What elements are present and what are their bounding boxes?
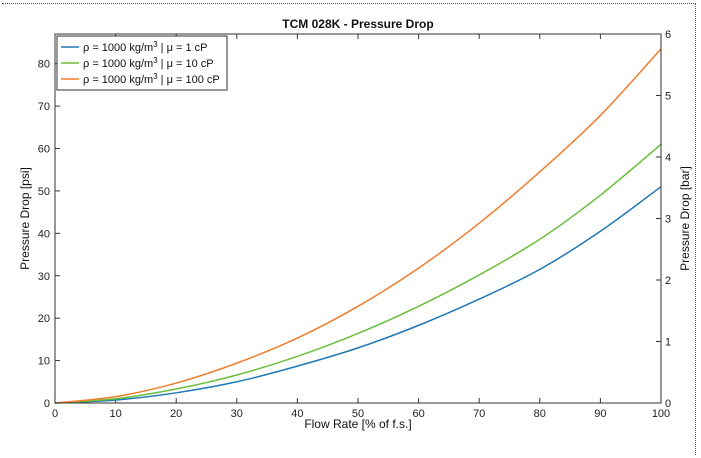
y2-axis-label: Pressure Drop [bar]	[678, 166, 692, 271]
y-tick-label: 80	[38, 59, 50, 71]
x-tick-label: 20	[170, 408, 182, 420]
left-tick-labels: 0 10 20 30 40 50 60 70 80	[38, 59, 50, 410]
series-line-2	[54, 143, 662, 404]
legend-entry-1: ρ = 1000 kg/m3 | μ = 1 cP	[83, 40, 207, 54]
plot-border	[54, 33, 662, 404]
y2-tick-label: 1	[665, 337, 671, 349]
y-tick-label: 20	[38, 313, 50, 325]
series-line-3	[54, 48, 662, 404]
y-tick-label: 70	[38, 101, 50, 113]
x-tick-label: 30	[231, 408, 243, 420]
y2-tick-label: 6	[665, 29, 671, 41]
y2-tick-label: 2	[665, 275, 671, 287]
y-tick-label: 60	[38, 144, 50, 156]
legend-entry-2: ρ = 1000 kg/m3 | μ = 10 cP	[83, 56, 214, 70]
x-tick-label: 50	[352, 408, 364, 420]
x-axis-label: Flow Rate [% of f.s.]	[304, 417, 411, 431]
x-tick-label: 80	[534, 408, 546, 420]
x-tick-label: 0	[52, 408, 58, 420]
chart-frame	[2, 3, 696, 455]
series-lines	[54, 48, 662, 404]
chart-title: TCM 028K - Pressure Drop	[282, 17, 433, 31]
y2-tick-label: 5	[665, 91, 671, 103]
y-tick-label: 0	[44, 398, 50, 410]
x-tick-label: 10	[109, 408, 121, 420]
y-tick-label: 40	[38, 228, 50, 240]
right-tick-labels: 0 1 2 3 4 5 6	[665, 29, 671, 410]
x-tick-labels: 0 10 20 30 40 50 60 70 80 90 100	[52, 408, 670, 420]
y-tick-label: 30	[38, 271, 50, 283]
x-tick-label: 90	[594, 408, 606, 420]
legend-entry-3: ρ = 1000 kg/m3 | μ = 100 cP	[83, 72, 220, 86]
x-tick-label: 100	[652, 408, 670, 420]
x-tick-label: 60	[412, 408, 424, 420]
y2-tick-label: 3	[665, 214, 671, 226]
y-tick-label: 10	[38, 356, 50, 368]
x-tick-label: 40	[291, 408, 303, 420]
y2-tick-label: 4	[665, 152, 671, 164]
y-tick-label: 50	[38, 186, 50, 198]
x-tick-label: 70	[473, 408, 485, 420]
legend: ρ = 1000 kg/m3 | μ = 1 cP ρ = 1000 kg/m3 …	[56, 35, 228, 91]
y-axis-label: Pressure Drop [psi]	[18, 167, 32, 270]
y2-tick-label: 0	[665, 398, 671, 410]
series-line-1	[54, 186, 662, 404]
plot-area	[55, 34, 661, 403]
legend-box	[56, 35, 228, 91]
